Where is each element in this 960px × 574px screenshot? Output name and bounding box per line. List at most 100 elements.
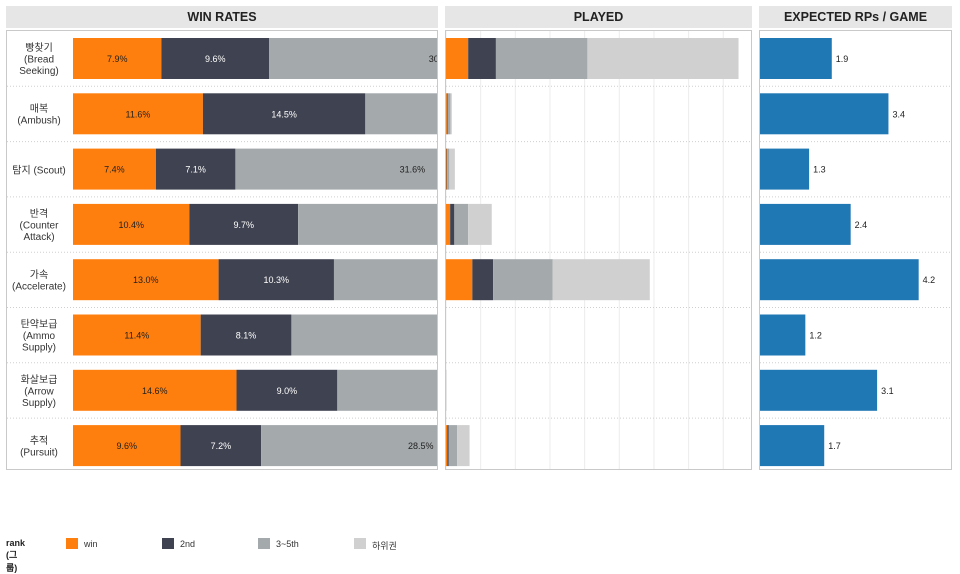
legend-swatch-3-5th [258,538,270,549]
win-rates-header: WIN RATES [6,6,438,28]
bar-2nd-segment [180,425,262,467]
data-label: 9.6% [117,441,138,451]
bar-win-segment [73,93,203,135]
legend-label-win: win [84,539,98,549]
bar-win-segment [73,314,201,356]
data-label: 13.0% [133,275,159,285]
expected-rp-bar [760,148,810,190]
data-label: 31.6% [400,165,426,175]
expected-rp-header: EXPECTED RPs / GAME [759,6,952,28]
expected-rp-bar [760,38,832,79]
played-bar-win-segment [446,203,451,245]
category-label: (Counter [20,221,60,232]
played-bar-2nd-segment [446,93,448,135]
bar-2nd-segment [155,148,236,190]
played-bar-3-5th-segment [448,425,458,467]
data-label: 1.3 [813,165,826,175]
played-bar-3-5th-segment [454,203,469,245]
data-label: 9.6% [205,54,226,64]
bar-2nd-segment [236,369,338,411]
data-label: 11.6% [126,109,151,119]
data-label: 1.2 [809,331,822,341]
data-label: 7.2% [211,441,232,451]
bar-3-5th-segment [333,259,437,301]
expected-rp-bar [760,203,851,245]
played-bar-win-segment [446,425,448,467]
bar-win-segment [73,259,219,301]
bar-3-5th-segment [261,425,437,467]
played-bar-하위권-segment [450,93,452,135]
played-bar-2nd-segment [450,203,455,245]
data-label: 30.8% [429,54,437,64]
bar-win-segment [73,148,156,190]
expected-rp-bar [760,259,919,301]
category-label: 빵찾기 [25,42,53,54]
data-label: 3.1 [881,386,894,396]
played-bar-2nd-segment [446,148,448,190]
bar-2nd-segment [218,259,334,301]
data-label: 14.5% [271,109,297,119]
data-label: 7.4% [104,165,125,175]
played-bar-win-segment [446,93,447,135]
bar-3-5th-segment [269,38,437,79]
played-bar-하위권-segment [446,369,447,411]
played-bar-3-5th-segment [447,93,451,135]
bar-win-segment [73,369,237,411]
bar-3-5th-segment [337,369,437,411]
legend-title: rank (그룹) [6,538,26,573]
played-bar-3-5th-segment [447,148,450,190]
played-bar-3-5th-segment [493,259,553,301]
played-bar-2nd-segment [468,38,496,79]
data-label: 7.9% [107,54,128,64]
category-label: 탄약보급 [21,319,58,331]
category-label: Attack) [23,232,54,243]
played-bar-2nd-segment [447,425,449,467]
played-header: PLAYED [445,6,752,28]
category-label: (Accelerate) [12,282,66,293]
category-label: 매복 [30,103,48,115]
data-label: 7.1% [185,165,206,175]
expected-rp-bar [760,369,878,411]
played-bar-하위권-segment [552,259,650,301]
played-chart [446,31,751,469]
bar-3-5th-segment [298,203,437,245]
category-label: 추적 [30,435,48,447]
category-label: (Pursuit) [20,448,58,459]
legend-label-2nd: 2nd [180,539,196,549]
category-label: (Arrow [24,386,54,397]
legend-label-3-5th: 3~5th [276,539,299,549]
category-label: (Ammo [23,331,56,342]
played-bar-win-segment [446,38,469,79]
played-bar-하위권-segment [468,203,492,245]
bar-3-5th-segment [291,314,437,356]
category-label: Supply) [22,343,56,354]
category-label: (Bread [24,55,54,66]
played-bar-하위권-segment [449,148,455,190]
category-label: Seeking) [19,66,58,77]
legend-swatch-win [66,538,78,549]
expected-rp-bar [760,314,806,356]
data-label: 11.4% [124,331,149,341]
category-label: 가속 [30,269,48,281]
category-label: 반격 [30,207,48,220]
played-bar-3-5th-segment [495,38,588,79]
bar-win-segment [73,425,181,467]
bar-win-segment [73,38,162,79]
data-label: 1.7 [828,441,841,451]
played-bar-하위권-segment [457,425,470,467]
category-label: (Ambush) [17,116,60,127]
category-label: Supply) [22,398,56,409]
category-label: 화살보급 [21,374,58,386]
data-label: 10.4% [118,220,144,230]
expected-rp-panel: 1.9 3.4 1.3 2.4 4.2 1.2 3.1 1.7 [759,30,952,470]
bar-2nd-segment [202,93,366,135]
data-label: 28.5% [408,441,434,451]
played-bar-win-segment [446,148,447,190]
data-label: 9.7% [234,220,255,230]
legend-swatch-2nd [162,538,174,549]
bar-win-segment [73,203,190,245]
expected-rp-bar [760,93,889,135]
played-panel [445,30,752,470]
data-label: 9.0% [277,386,298,396]
